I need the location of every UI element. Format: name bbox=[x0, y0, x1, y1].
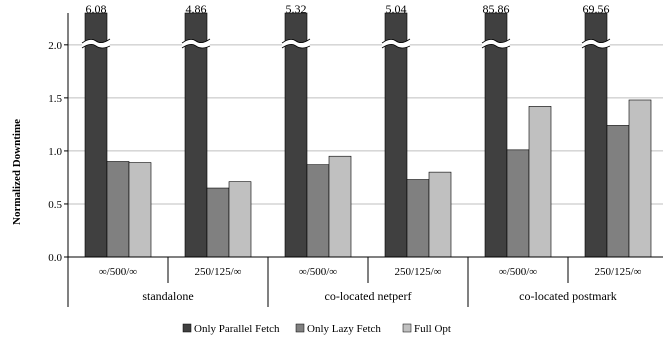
axis-break-mark bbox=[82, 39, 110, 48]
group-label: co-located postmark bbox=[519, 289, 617, 303]
axis-break-line bbox=[481, 44, 511, 49]
legend-swatch bbox=[182, 323, 192, 333]
axis-break-line bbox=[481, 38, 511, 44]
bar-full-opt bbox=[228, 181, 252, 258]
bar-full-opt bbox=[428, 171, 452, 258]
bar-only-lazy-fetch bbox=[306, 164, 330, 258]
bar-only-parallel-fetch bbox=[484, 12, 508, 258]
data-label: 5.04 bbox=[386, 2, 407, 16]
bar-full-opt bbox=[628, 99, 652, 258]
group-label: co-located netperf bbox=[325, 289, 412, 303]
data-label: 5.32 bbox=[286, 2, 307, 16]
bar-full-opt bbox=[528, 106, 552, 258]
labels: 0.0 0.5 1.0 1.5 2.0 6.08 4.86 5.32 5.04 85.86 69.5… bbox=[48, 2, 641, 303]
axis-break-mark bbox=[182, 39, 210, 48]
data-label: 6.08 bbox=[86, 2, 107, 16]
axis-break-mark bbox=[582, 39, 610, 48]
x-tick-label: 250/125/∞ bbox=[595, 266, 642, 278]
axis-break-line bbox=[381, 38, 411, 44]
bar-only-lazy-fetch bbox=[506, 149, 530, 258]
axis-break-line bbox=[81, 44, 111, 49]
y-tick-label: 1.5 bbox=[48, 93, 62, 105]
y-tick-label: 0.5 bbox=[48, 199, 62, 211]
y-tick-label: 0.0 bbox=[48, 252, 62, 264]
bar-only-parallel-fetch bbox=[384, 12, 408, 258]
legend-label: Only Parallel Fetch bbox=[194, 323, 280, 335]
axis-break-line bbox=[381, 44, 411, 49]
bar-only-lazy-fetch bbox=[406, 179, 430, 258]
axis-break-line bbox=[181, 44, 211, 49]
legend-label: Full Opt bbox=[414, 323, 451, 335]
bar-only-parallel-fetch bbox=[84, 12, 108, 258]
group-label: standalone bbox=[142, 289, 193, 303]
axes bbox=[64, 13, 663, 307]
legend: Only Parallel Fetch Only Lazy Fetch Full O… bbox=[182, 323, 451, 335]
bar-only-lazy-fetch bbox=[206, 187, 230, 258]
axis-break-line bbox=[281, 38, 311, 44]
axis-break-line bbox=[81, 38, 111, 44]
axis-break-line bbox=[581, 38, 611, 44]
legend-swatch bbox=[402, 323, 412, 333]
axis-break-mark bbox=[382, 39, 410, 48]
bar-only-lazy-fetch bbox=[606, 125, 630, 258]
y-tick-label: 1.0 bbox=[48, 146, 62, 158]
axis-break-mark bbox=[482, 39, 510, 48]
axis-break-mark bbox=[282, 39, 310, 48]
gridlines bbox=[68, 44, 663, 205]
bar-full-opt bbox=[328, 155, 352, 258]
data-label: 85.86 bbox=[483, 2, 510, 16]
y-tick-label: 2.0 bbox=[48, 40, 62, 52]
bar-full-opt bbox=[128, 162, 152, 258]
data-label: 4.86 bbox=[186, 2, 207, 16]
bar-only-lazy-fetch bbox=[106, 161, 130, 258]
y-axis-label: Normalized Downtime bbox=[11, 119, 23, 225]
x-tick-label: 250/125/∞ bbox=[195, 266, 242, 278]
axis-break-line bbox=[181, 38, 211, 44]
axis-break-line bbox=[281, 44, 311, 49]
bar-only-parallel-fetch bbox=[284, 12, 308, 258]
bars bbox=[81, 12, 652, 258]
x-tick-label: ∞/500/∞ bbox=[299, 266, 337, 278]
bar-only-parallel-fetch bbox=[584, 12, 608, 258]
legend-swatch bbox=[295, 323, 305, 333]
legend-label: Only Lazy Fetch bbox=[307, 323, 381, 335]
bar-only-parallel-fetch bbox=[184, 12, 208, 258]
data-label: 69.56 bbox=[583, 2, 610, 16]
x-tick-label: ∞/500/∞ bbox=[99, 266, 137, 278]
axis-break-line bbox=[581, 44, 611, 49]
x-tick-label: ∞/500/∞ bbox=[499, 266, 537, 278]
x-tick-label: 250/125/∞ bbox=[395, 266, 442, 278]
